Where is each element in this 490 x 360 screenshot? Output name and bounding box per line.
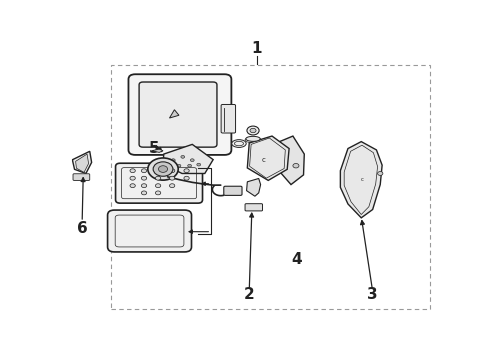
Circle shape <box>130 176 135 180</box>
Circle shape <box>188 164 192 167</box>
Polygon shape <box>73 151 92 174</box>
Polygon shape <box>75 154 89 172</box>
Text: 6: 6 <box>77 221 88 237</box>
Text: c: c <box>262 157 266 163</box>
Circle shape <box>155 176 161 180</box>
Circle shape <box>155 191 161 195</box>
FancyBboxPatch shape <box>116 163 202 203</box>
Circle shape <box>148 158 178 180</box>
FancyBboxPatch shape <box>128 74 231 155</box>
Circle shape <box>155 184 161 188</box>
Circle shape <box>250 128 256 133</box>
Circle shape <box>170 176 175 180</box>
FancyBboxPatch shape <box>73 174 90 180</box>
Circle shape <box>170 169 175 173</box>
Polygon shape <box>163 144 213 174</box>
Circle shape <box>142 169 147 173</box>
Text: 1: 1 <box>251 41 262 56</box>
Circle shape <box>184 169 189 173</box>
Ellipse shape <box>246 136 260 141</box>
FancyBboxPatch shape <box>224 186 242 195</box>
Circle shape <box>172 159 175 162</box>
Polygon shape <box>278 136 304 185</box>
Polygon shape <box>247 136 289 180</box>
FancyBboxPatch shape <box>221 104 236 133</box>
Circle shape <box>378 172 383 175</box>
Circle shape <box>247 126 259 135</box>
Circle shape <box>130 184 135 188</box>
Circle shape <box>177 164 181 167</box>
Circle shape <box>190 159 194 162</box>
Circle shape <box>130 169 135 173</box>
Circle shape <box>170 184 175 188</box>
Circle shape <box>155 169 161 173</box>
Circle shape <box>142 184 147 188</box>
Circle shape <box>197 163 200 166</box>
Bar <box>111 66 430 309</box>
Text: 5: 5 <box>149 141 160 156</box>
Circle shape <box>158 166 168 172</box>
Text: 3: 3 <box>368 287 378 302</box>
Text: 4: 4 <box>292 252 302 267</box>
Ellipse shape <box>232 140 246 148</box>
Circle shape <box>142 191 147 195</box>
FancyBboxPatch shape <box>108 210 192 252</box>
Circle shape <box>293 163 299 168</box>
Polygon shape <box>341 141 382 218</box>
Polygon shape <box>170 110 179 118</box>
Text: c: c <box>361 176 364 181</box>
FancyBboxPatch shape <box>245 204 263 211</box>
FancyBboxPatch shape <box>139 82 217 147</box>
Circle shape <box>184 176 189 180</box>
Circle shape <box>181 156 185 158</box>
Polygon shape <box>246 179 261 196</box>
Circle shape <box>153 162 173 176</box>
Circle shape <box>142 176 147 180</box>
Text: 2: 2 <box>244 287 255 302</box>
Polygon shape <box>151 149 163 152</box>
